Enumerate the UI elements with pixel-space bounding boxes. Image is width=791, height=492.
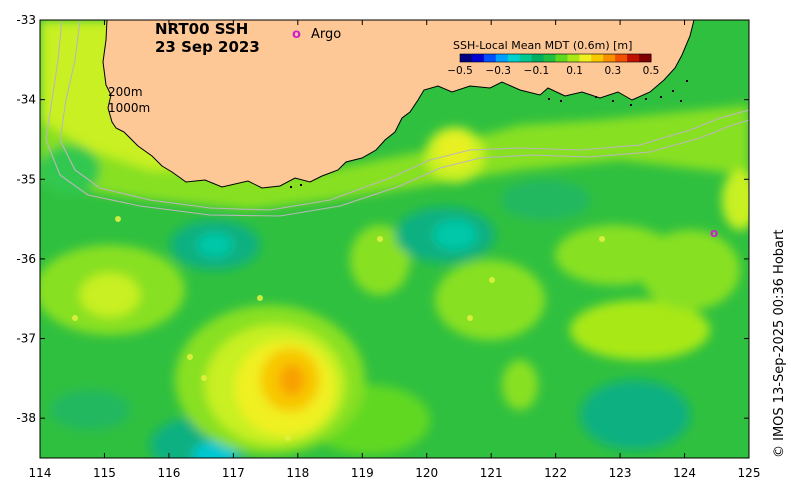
argo-legend-icon: o [292,27,301,42]
argo-float [201,375,207,381]
x-tick-label: 114 [29,466,52,480]
argo-float-marker: o [710,226,718,240]
product-title: NRT00 SSH [155,20,248,38]
argo-float [489,277,495,283]
argo-float [187,354,193,360]
isobaths [45,20,749,217]
colorbar-swatch [483,54,497,62]
credit-text: © IMOS 13-Sep-2025 00:36 Hobart [772,230,787,458]
y-axis: -33 -34 -35 -36 -37 -38 [16,13,749,425]
colorbar-tick-label: −0.1 [524,65,550,77]
argo-float [599,236,605,242]
x-tick-label: 123 [609,466,632,480]
x-tick-label: 124 [673,466,696,480]
argo-float [257,295,263,301]
colorbar-tick-label: −0.3 [485,65,511,77]
argo-float [72,315,78,321]
colorbar-ticks: −0.5 −0.3 −0.1 0.1 0.3 0.5 [447,65,659,77]
x-tick-label: 121 [480,466,503,480]
colorbar-swatch [507,54,521,62]
colorbar-swatch [567,54,580,62]
x-tick-label: 115 [93,466,116,480]
colorbar-swatch [519,54,533,62]
colorbar-swatch [591,54,604,62]
argo-float [115,216,121,222]
colorbar-tick-label: 0.5 [643,65,660,77]
isobath-label-1000m: 1000m [108,101,150,115]
isobath-200m [59,20,749,211]
isobath-label-200m: 200m [108,85,143,99]
y-tick-label: -37 [16,332,36,346]
argo-floats [72,216,605,441]
argo-float [467,315,473,321]
colorbar-swatch [555,54,568,62]
x-tick-label: 116 [157,466,180,480]
colorbar-tick-label: 0.3 [604,65,621,77]
colorbar-swatch [615,54,628,62]
x-tick-label: 125 [738,466,761,480]
x-axis: 114 115 116 117 118 119 120 121 122 123 124 125 [29,20,761,480]
date-title: 23 Sep 2023 [155,38,260,56]
colorbar-swatch [471,54,485,62]
x-tick-label: 122 [544,466,567,480]
x-tick-label: 117 [222,466,245,480]
x-tick-label: 119 [351,466,374,480]
colorbar-tick-label: 0.1 [566,65,583,77]
colorbar-swatch [627,54,640,62]
y-tick-label: -36 [16,252,36,266]
colorbar-title: SSH-Local Mean MDT (0.6m) [m] [453,39,632,52]
y-tick-label: -34 [16,93,36,107]
x-tick-label: 120 [415,466,438,480]
y-tick-label: -33 [16,13,36,27]
isobath-1000m [45,20,749,217]
y-tick-label: -35 [16,172,36,186]
y-tick-label: -38 [16,411,36,425]
islands [290,80,688,188]
argo-float [285,435,291,441]
x-tick-label: 118 [286,466,309,480]
argo-legend-label: Argo [311,27,341,42]
colorbar-swatch [543,54,556,62]
colorbar-swatch [531,54,545,62]
colorbar-swatch [579,54,592,62]
colorbar [459,53,652,63]
colorbar-frame [459,53,652,63]
argo-float [377,236,383,242]
colorbar-swatch [495,54,509,62]
colorbar-tick-label: −0.5 [447,65,473,77]
colorbar-swatch [603,54,616,62]
plot-frame [39,19,750,459]
colorbar-swatch [639,54,652,62]
colorbar-swatch [460,54,473,62]
